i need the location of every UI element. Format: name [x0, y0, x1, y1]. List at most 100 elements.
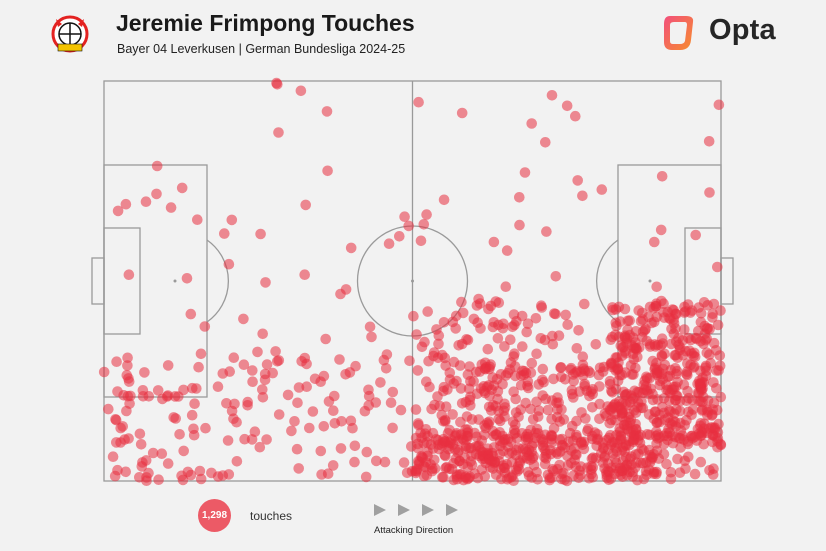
touch-point [501, 473, 513, 485]
touch-point [238, 359, 250, 371]
touch-point [641, 371, 652, 383]
touch-point [612, 375, 624, 387]
touch-point [110, 414, 121, 425]
touch-point [713, 99, 725, 111]
touch-point [438, 317, 450, 328]
touch-point [711, 383, 722, 394]
touch-point [451, 471, 463, 482]
touch-point [495, 415, 506, 427]
touch-point [568, 470, 579, 481]
touch-point [473, 414, 485, 425]
touch-point [607, 331, 618, 343]
touch-point [664, 427, 675, 439]
touch-point [217, 368, 229, 379]
touch-point [412, 418, 424, 429]
touch-point [554, 434, 565, 445]
touch-point [112, 386, 123, 397]
touch-point [455, 383, 467, 394]
touch-point [188, 423, 199, 435]
touch-point [682, 369, 693, 381]
touch-point [594, 413, 605, 425]
touch-point [421, 209, 432, 220]
touch-point [136, 461, 148, 472]
touch-point [282, 389, 294, 401]
touch-point [568, 375, 579, 387]
touch-point [551, 411, 563, 423]
touch-point [222, 435, 234, 446]
touch-point [485, 359, 497, 370]
touch-point [187, 382, 198, 394]
touch-point [601, 434, 613, 446]
touch-point [122, 352, 133, 364]
touch-point [602, 465, 614, 477]
touch-point [576, 407, 587, 418]
touch-point [715, 305, 726, 316]
touch-point [321, 106, 333, 117]
touch-point [415, 235, 427, 247]
touch-point [632, 351, 643, 363]
touch-point [124, 398, 135, 409]
touch-point [702, 323, 714, 334]
touch-point [411, 329, 422, 340]
touch-point [564, 427, 576, 439]
touch-point [424, 381, 435, 393]
touch-point [370, 397, 382, 408]
touch-point [349, 440, 361, 452]
touch-point [200, 422, 211, 434]
touch-point [687, 432, 698, 444]
attacking-direction-arrows-icon [374, 504, 458, 516]
touch-point [433, 338, 444, 350]
touch-point [194, 465, 206, 477]
touch-point [440, 401, 452, 413]
right-penalty-spot [648, 279, 652, 283]
touch-point [590, 339, 602, 350]
touch-point [379, 456, 391, 468]
touch-point [212, 471, 224, 482]
touch-point [607, 304, 619, 316]
touch-point [577, 351, 589, 363]
touch-point [417, 452, 429, 463]
touch-point [456, 107, 468, 119]
touch-point [335, 443, 347, 454]
touch-point [291, 443, 303, 455]
touch-point [516, 310, 528, 322]
touch-point [692, 378, 703, 390]
touch-point [125, 390, 136, 402]
touch-point [612, 362, 624, 374]
touch-point [571, 343, 583, 354]
touch-point [410, 467, 422, 479]
touch-point [412, 443, 424, 454]
touch-point [115, 422, 126, 434]
touch-point [300, 199, 312, 211]
touch-point [488, 236, 500, 248]
touch-point [122, 360, 133, 371]
touch-point [123, 373, 134, 384]
touch-point [438, 194, 450, 206]
touch-point [448, 457, 459, 469]
touch-point [493, 297, 505, 309]
touch-point [502, 433, 514, 445]
touch-point [378, 354, 390, 366]
touch-point [578, 363, 589, 375]
touch-point [231, 456, 243, 467]
touch-point [329, 390, 340, 402]
touch-point [512, 466, 523, 477]
touch-point [109, 470, 121, 482]
touch-point [289, 416, 300, 427]
touch-point [677, 430, 688, 441]
touch-point [137, 391, 149, 402]
touch-point [442, 384, 453, 395]
touch-point [610, 352, 622, 363]
touch-point [555, 362, 567, 373]
touch-point [152, 385, 164, 396]
touch-point [711, 404, 723, 416]
touch-point [668, 318, 680, 329]
touch-point [247, 376, 258, 388]
touch-point [181, 273, 193, 284]
touch-point [593, 369, 605, 381]
touch-point [482, 343, 494, 355]
touch-point [616, 404, 627, 416]
touch-point [675, 417, 686, 429]
touch-point [322, 165, 333, 177]
